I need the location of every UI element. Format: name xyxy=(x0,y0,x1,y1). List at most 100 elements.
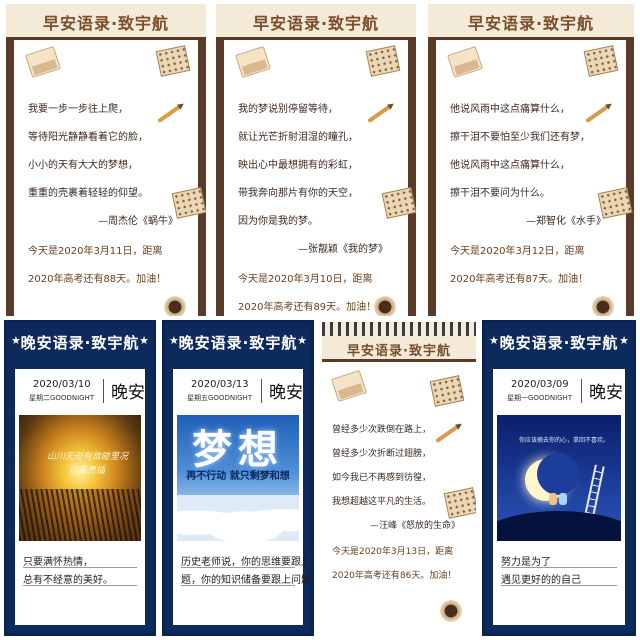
night-card-3: ★ ★ 晚安语录·致宇航 2020/03/09 星期一GOODNIGHT 晚安 … xyxy=(482,320,636,636)
text-rule xyxy=(23,567,137,568)
frame-right xyxy=(198,4,206,316)
lyric-line: 就让光芒折射泪湿的瞳孔， xyxy=(238,132,358,143)
photo-caption-line: 山川无形有故碰里况 xyxy=(47,452,129,462)
date: 2020/03/13 xyxy=(191,379,249,390)
child-figure xyxy=(559,493,567,505)
text-rule xyxy=(501,585,617,586)
morning-card-3: 早安语录·致宇航 他说风雨中这点痛算什么， 擦干泪不要怕至少我们还有梦， 他说风… xyxy=(428,4,634,316)
title-bar xyxy=(428,4,634,40)
goodnight-text: 历史老师说，你的思维要跟上问 xyxy=(181,557,314,568)
lyric-line: 映出心中最想拥有的彩虹， xyxy=(238,160,358,171)
divider xyxy=(261,379,262,403)
countdown-line: 2020年高考还有88天。加油！ xyxy=(28,274,167,285)
lyric-line: 他说风雨中这点痛算什么， xyxy=(450,160,570,171)
lyric-line: 他说风雨中这点痛算什么， xyxy=(450,104,570,115)
pencil-icon xyxy=(367,104,391,124)
goodnight-text: 遇见更好的的自己 xyxy=(501,575,581,586)
title-bar xyxy=(6,4,206,40)
calculator-icon xyxy=(429,375,465,407)
date-line: 今天是2020年3月11日，距离 xyxy=(28,246,163,257)
divider xyxy=(103,379,104,403)
morning-card-1: 早安语录·致宇航 我要一步一步往上爬， 等待阳光静静看着它的脸， 小小的天有大大… xyxy=(6,4,206,316)
goodnight-text: 总有不经意的美好。 xyxy=(23,575,113,586)
lyric-line: 重重的壳裹着轻轻的仰望。 xyxy=(28,188,148,199)
moon-photo: 你应该摘去你的心，拿回不喜欢。 xyxy=(497,415,621,541)
frame-left xyxy=(428,4,436,316)
date-line: 今天是2020年3月13日，距离 xyxy=(332,547,454,557)
lyric-line: 擦干泪不要问为什么。 xyxy=(450,188,550,199)
attribution: —张靓颖《我的梦》 xyxy=(298,244,388,255)
star-icon: ★ xyxy=(297,334,307,347)
star-icon: ★ xyxy=(11,334,21,347)
text-rule xyxy=(181,567,295,568)
star-icon: ★ xyxy=(139,334,149,347)
frame-right xyxy=(626,4,634,316)
goodnight-word: 晚安 xyxy=(111,383,145,403)
countdown-line: 2020年高考还有89天。加油！ xyxy=(238,302,377,313)
date: 2020/03/10 xyxy=(33,379,91,390)
child-figure xyxy=(549,493,557,505)
attribution: —汪峰《怒放的生命》 xyxy=(369,521,460,531)
calculator-icon xyxy=(365,45,401,77)
goodnight-text: 只要满怀热情， xyxy=(23,557,93,568)
lyric-line: 带我奔向那片有你的天空， xyxy=(238,188,358,199)
lyric-line: 如今我已不再感到彷徨， xyxy=(332,473,432,483)
photo-caption-line: 你高贵插 xyxy=(69,465,106,476)
lyric-line: 因为你是我的梦。 xyxy=(238,216,318,227)
star-icon: ★ xyxy=(169,334,179,347)
content-panel: 2020/03/10 星期二GOODNIGHT 晚安 山川无形有故碰里况 你高贵… xyxy=(15,369,145,625)
card-title: 早安语录·致宇航 xyxy=(252,14,380,33)
star-icon: ★ xyxy=(619,334,629,347)
dream-photo: 梦想 再不行动 就只剩梦和想 xyxy=(177,415,299,541)
goodnight-text: 努力是为了 xyxy=(501,557,551,568)
pencil-icon xyxy=(435,424,459,444)
text-rule xyxy=(23,585,137,586)
eraser-icon xyxy=(331,369,367,403)
eraser-icon xyxy=(25,45,61,79)
attribution: —郑智化《水手》 xyxy=(526,216,606,227)
title-bar xyxy=(216,4,416,40)
card-title: 早安语录·致宇航 xyxy=(347,344,451,359)
content-panel: 2020/03/09 星期一GOODNIGHT 晚安 你应该摘去你的心，拿回不喜… xyxy=(493,369,625,625)
hill xyxy=(497,511,621,541)
goodnight-text: 题，你的知识储备要跟上问题。 xyxy=(181,575,314,586)
date: 2020/03/09 xyxy=(511,379,569,390)
frame-right xyxy=(408,4,416,316)
eraser-icon xyxy=(447,45,483,79)
eraser-icon xyxy=(235,45,271,79)
goodnight-word: 晚安 xyxy=(269,383,303,403)
lyric-line: 等待阳光静静看着它的脸， xyxy=(28,132,148,143)
weekday: 星期一GOODNIGHT xyxy=(507,394,573,402)
attribution: —周杰伦《蜗牛》 xyxy=(98,216,178,227)
night-card-2: ★ ★ 晚安语录·致宇航 2020/03/13 星期五GOODNIGHT 晚安 … xyxy=(162,320,314,636)
date-line: 今天是2020年3月12日，距离 xyxy=(450,246,585,257)
countdown-line: 2020年高考还有87天。加油！ xyxy=(450,274,589,285)
coffee-cup-icon xyxy=(440,600,462,622)
card-title: 早安语录·致宇航 xyxy=(467,14,595,33)
lyric-line: 我想超越这平凡的生活。 xyxy=(332,497,432,507)
text-rule xyxy=(181,585,295,586)
star-icon: ★ xyxy=(489,334,499,347)
content-panel: 2020/03/13 星期五GOODNIGHT 晚安 梦想 再不行动 就只剩梦和… xyxy=(173,369,311,625)
night-card-1: ★ ★ 晚安语录·致宇航 2020/03/10 星期二GOODNIGHT 晚安 … xyxy=(4,320,156,636)
frame-left xyxy=(6,4,14,316)
clouds xyxy=(177,495,299,541)
divider xyxy=(581,379,582,403)
lyric-line: 曾经多少次折断过翅膀， xyxy=(332,449,432,459)
coffee-cup-icon xyxy=(592,296,614,316)
lyric-line: 我的梦说别停留等待， xyxy=(238,104,338,115)
grass-field xyxy=(19,489,141,541)
calculator-icon xyxy=(155,45,191,77)
text-rule xyxy=(501,567,617,568)
lyric-line: 擦干泪不要怕至少我们还有梦， xyxy=(450,132,590,143)
morning-card-4: 早安语录·致宇航 曾经多少次跌倒在路上， 曾经多少次折断过翅膀， 如今我已不再感… xyxy=(322,322,476,636)
coffee-cup-icon xyxy=(374,296,396,316)
lyric-line: 我要一步一步往上爬， xyxy=(28,104,128,115)
weekday: 星期二GOODNIGHT xyxy=(29,394,95,402)
morning-card-2: 早安语录·致宇航 我的梦说别停留等待， 就让光芒折射泪湿的瞳孔， 映出心中最想拥… xyxy=(216,4,416,316)
photo-caption: 你应该摘去你的心，拿回不喜欢。 xyxy=(519,437,610,444)
card-title: 晚安语录·致宇航 xyxy=(20,334,140,352)
frame-left xyxy=(216,4,224,316)
date-line: 今天是2020年3月10日，距离 xyxy=(238,274,373,285)
dream-headline: 梦想 xyxy=(192,427,284,473)
